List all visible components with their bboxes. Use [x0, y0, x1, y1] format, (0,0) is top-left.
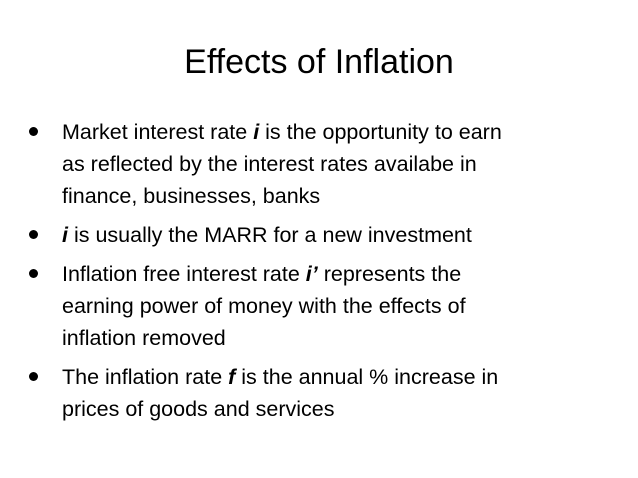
text-run: is the annual % increase in: [235, 365, 499, 389]
text-run: prices of goods and services: [62, 397, 335, 421]
bullet-dot: [29, 269, 38, 278]
bullet-dot: [29, 372, 38, 381]
text-run: Market interest rate: [62, 120, 254, 144]
bullet-line: Market interest rate i is the opportunit…: [62, 116, 638, 148]
text-run: as reflected by the interest rates avail…: [62, 152, 477, 176]
bullet-item: The inflation rate f is the annual % inc…: [0, 361, 638, 425]
emphasized-term: i: [62, 223, 68, 247]
emphasized-term: i: [253, 120, 260, 144]
text-run: inflation removed: [62, 326, 226, 350]
bullet-line: finance, businesses, banks: [62, 180, 638, 212]
bullet-dot: [29, 230, 38, 239]
bullet-line: The inflation rate f is the annual % inc…: [62, 361, 638, 393]
text-run: earning power of money with the effects …: [62, 294, 466, 318]
bullet-list: Market interest rate i is the opportunit…: [0, 116, 638, 432]
bullet-line: as reflected by the interest rates avail…: [62, 148, 638, 180]
slide-title: Effects of Inflation: [184, 43, 454, 81]
text-run: is the opportunity to earn: [259, 120, 502, 144]
bullet-line: Inflation free interest rate i’ represen…: [62, 258, 638, 290]
text-run: The inflation rate: [62, 365, 229, 389]
bullet-dot: [29, 127, 38, 136]
bullet-line: inflation removed: [62, 322, 638, 354]
bullet-line: earning power of money with the effects …: [62, 290, 638, 322]
emphasized-term: f: [228, 365, 236, 389]
text-run: finance, businesses, banks: [62, 184, 321, 208]
text-run: is usually the MARR for a new investment: [67, 223, 472, 247]
bullet-item: Market interest rate i is the opportunit…: [0, 116, 638, 212]
bullet-line: prices of goods and services: [62, 393, 638, 425]
emphasized-term: i’: [305, 262, 318, 286]
bullet-item: i is usually the MARR for a new investme…: [0, 219, 638, 251]
bullet-item: Inflation free interest rate i’ represen…: [0, 258, 638, 354]
text-run: represents the: [317, 262, 462, 286]
text-run: Inflation free interest rate: [62, 262, 306, 286]
bullet-line: i is usually the MARR for a new investme…: [62, 219, 638, 251]
